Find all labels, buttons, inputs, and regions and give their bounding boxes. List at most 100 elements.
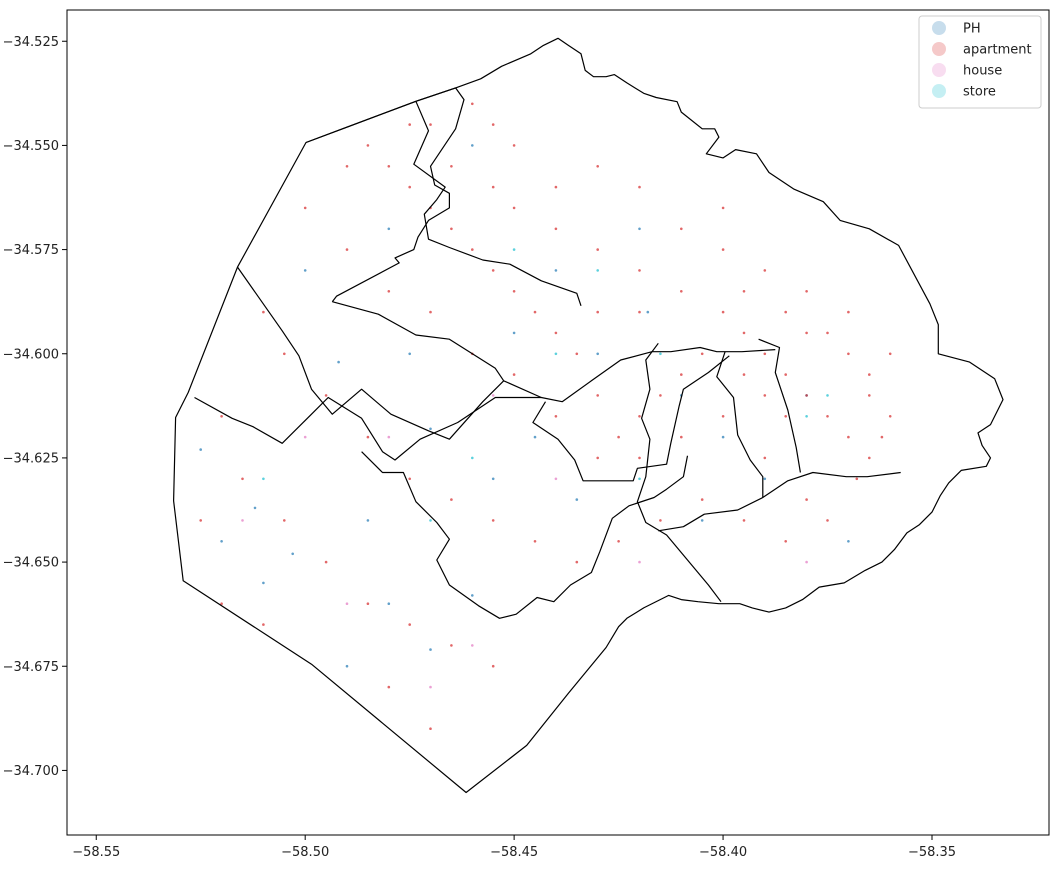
- point-apartment: [700, 498, 704, 501]
- point-apartment: [324, 394, 328, 397]
- point-store: [596, 269, 599, 272]
- y-tick-label: −34.625: [3, 451, 59, 466]
- point-ph: [721, 435, 725, 439]
- point-apartment: [429, 727, 432, 730]
- point-store: [659, 352, 662, 356]
- point-apartment: [638, 269, 641, 272]
- point-house: [345, 602, 349, 605]
- point-apartment: [742, 373, 746, 376]
- legend-marker-ph: [932, 21, 946, 35]
- district-boundaries-layer: [173, 37, 1004, 794]
- point-house: [241, 519, 244, 522]
- point-apartment: [408, 123, 412, 126]
- axes-frame: [66, 9, 1050, 836]
- point-apartment: [450, 165, 453, 168]
- district-boundary: [332, 301, 776, 403]
- point-apartment: [387, 290, 391, 293]
- y-tick-label: −34.600: [3, 347, 59, 362]
- point-store: [512, 248, 516, 251]
- point-ph: [575, 498, 579, 501]
- point-house: [387, 435, 391, 439]
- point-apartment: [784, 540, 787, 543]
- point-store: [429, 519, 432, 522]
- point-house: [303, 435, 307, 439]
- point-apartment: [826, 331, 829, 335]
- x-tick-label: −58.55: [72, 845, 120, 860]
- district-boundary: [658, 471, 901, 532]
- point-apartment: [366, 602, 370, 605]
- y-tick-label: −34.675: [3, 660, 59, 675]
- district-boundary: [237, 266, 505, 440]
- district-boundary: [716, 351, 764, 498]
- point-store: [805, 415, 808, 418]
- point-apartment: [345, 248, 349, 251]
- point-apartment: [241, 477, 244, 481]
- point-apartment: [721, 206, 725, 210]
- point-apartment: [554, 415, 558, 418]
- point-apartment: [533, 540, 537, 543]
- x-tick-label: −58.45: [490, 845, 538, 860]
- point-apartment: [199, 519, 202, 522]
- point-apartment: [617, 540, 620, 543]
- point-apartment: [826, 519, 829, 522]
- point-ph: [596, 352, 599, 356]
- point-apartment: [680, 435, 683, 439]
- x-tick-label: −58.40: [699, 845, 747, 860]
- point-apartment: [303, 206, 307, 210]
- point-apartment: [450, 227, 453, 231]
- point-apartment: [617, 435, 620, 439]
- point-apartment: [805, 498, 808, 501]
- point-apartment: [408, 623, 412, 626]
- point-apartment: [868, 394, 871, 397]
- legend: PH apartment house store: [918, 15, 1042, 109]
- point-apartment: [880, 435, 884, 439]
- point-ph: [387, 227, 391, 231]
- point-apartment: [742, 519, 746, 522]
- point-apartment: [283, 352, 286, 356]
- y-tick-label: −34.550: [3, 139, 59, 154]
- y-axis-ticks: −34.525 −34.550 −34.575 −34.600 −34.625 −34.6…: [3, 35, 67, 779]
- point-ph: [291, 552, 295, 556]
- point-apartment: [596, 248, 599, 251]
- point-apartment: [721, 415, 725, 418]
- point-apartment: [429, 310, 432, 314]
- district-boundary: [305, 87, 465, 303]
- point-apartment: [512, 290, 516, 293]
- legend-box: [918, 15, 1042, 109]
- legend-label-store: store: [963, 85, 996, 100]
- district-boundary: [194, 396, 542, 461]
- point-apartment: [596, 456, 599, 460]
- point-house: [554, 477, 558, 481]
- point-house: [471, 644, 474, 647]
- legend-label-ph: PH: [963, 22, 981, 37]
- point-store: [826, 394, 829, 397]
- point-apartment: [763, 269, 767, 272]
- point-apartment: [700, 352, 704, 356]
- point-ph: [533, 435, 537, 439]
- district-boundary: [636, 342, 722, 603]
- district-boundary: [758, 338, 801, 473]
- point-apartment: [680, 373, 683, 376]
- point-apartment: [554, 185, 558, 189]
- point-apartment: [554, 331, 558, 335]
- point-ph: [763, 477, 767, 481]
- point-ph: [408, 352, 412, 356]
- district-boundary: [413, 101, 582, 306]
- point-apartment: [471, 248, 474, 251]
- point-apartment: [491, 185, 495, 189]
- point-apartment: [763, 352, 767, 356]
- point-apartment: [888, 352, 892, 356]
- y-tick-label: −34.700: [3, 764, 59, 779]
- point-apartment: [805, 394, 808, 397]
- point-apartment: [742, 290, 746, 293]
- point-ph: [847, 540, 850, 543]
- point-ph: [199, 448, 202, 451]
- city-outline: [173, 37, 1004, 794]
- point-apartment: [408, 185, 412, 189]
- point-ph: [429, 648, 432, 651]
- point-ph: [638, 227, 641, 231]
- point-apartment: [575, 560, 579, 564]
- legend-marker-store: [932, 84, 946, 98]
